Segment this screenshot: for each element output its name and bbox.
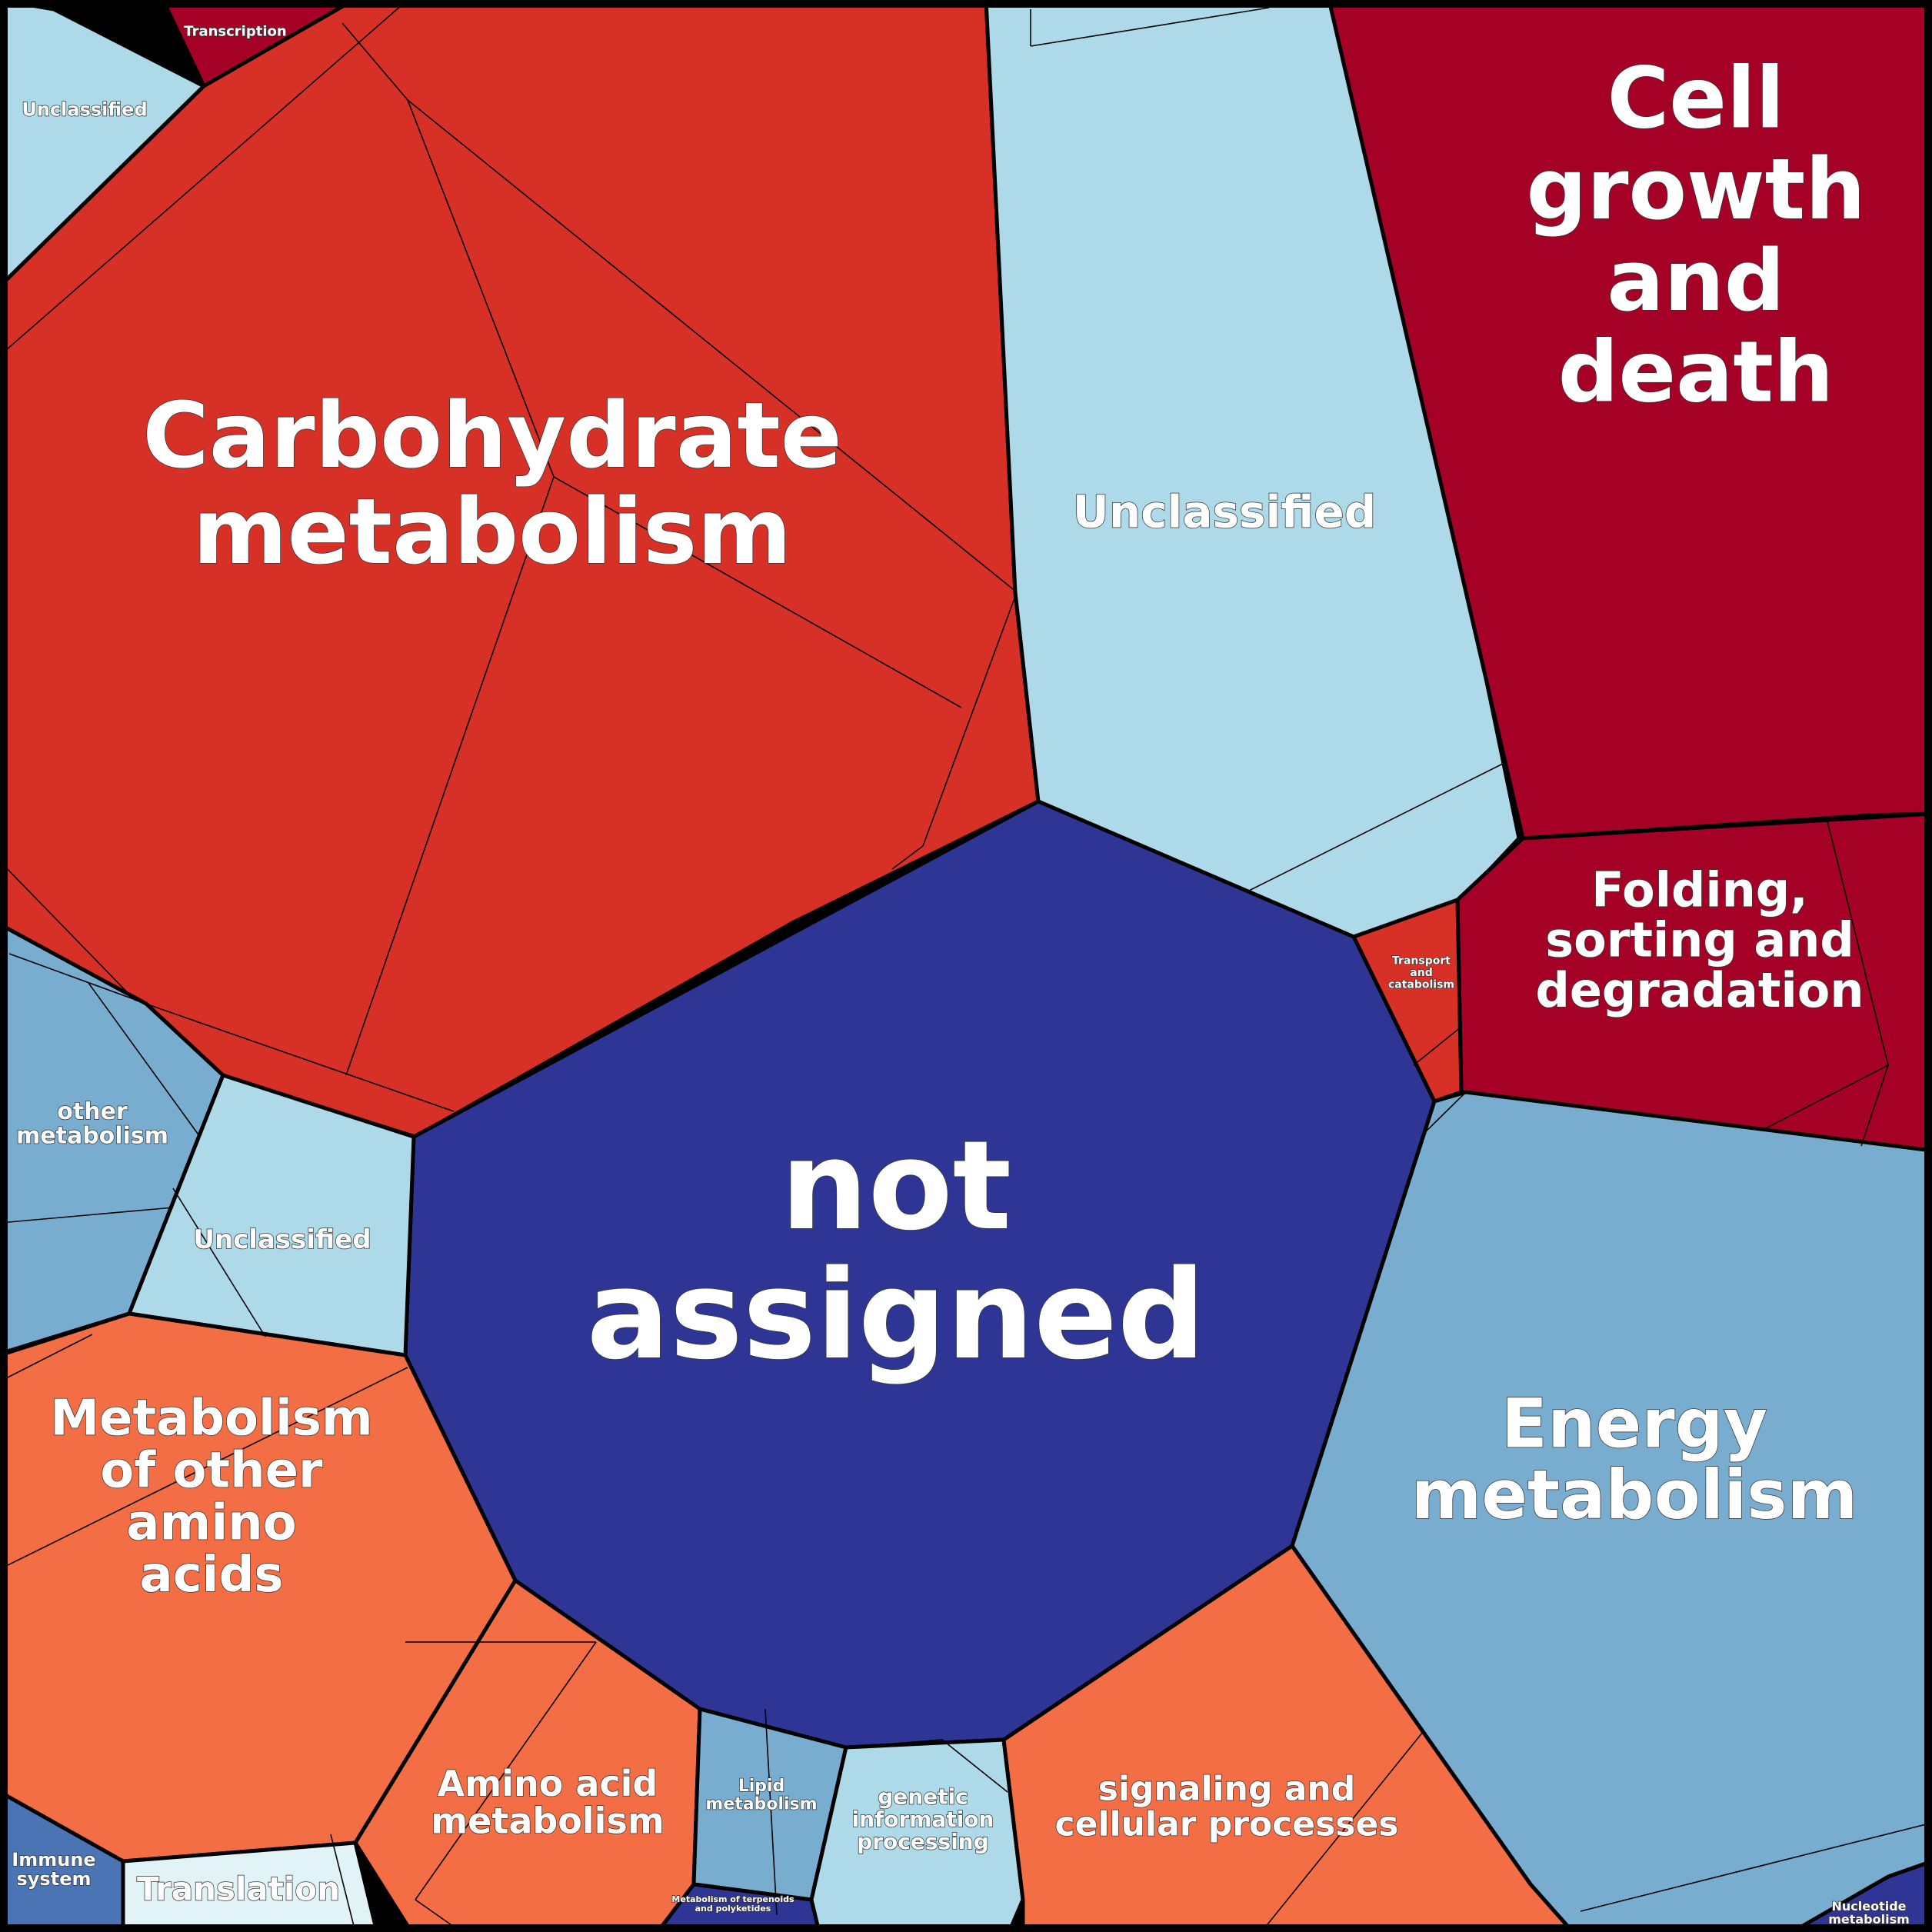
sub-cell-divider: [891, 845, 924, 870]
label-line: metabolism: [431, 1800, 665, 1841]
label-line: Metabolism of terpenoids: [671, 1894, 794, 1904]
label-not-assigned: not assigned: [587, 1114, 1206, 1387]
label-line: acids: [140, 1547, 284, 1604]
label-line: Folding,: [1591, 862, 1807, 918]
sub-cell-divider: [1826, 818, 1889, 1066]
cell-translation[interactable]: [121, 1840, 379, 1932]
label-unclassified-top-left: Unclassified: [22, 98, 147, 120]
label-line: system: [17, 1868, 92, 1890]
label-line: Nucleotide: [1831, 1899, 1906, 1914]
sub-cell-divider: [1261, 1731, 1424, 1932]
sub-cell-divider: [88, 982, 201, 1138]
label-line: Unclassified: [1073, 485, 1377, 538]
sub-cell-divider: [407, 99, 555, 478]
sub-cell-divider: [8, 953, 147, 1004]
sub-cell-divider: [1580, 1822, 1932, 1912]
label-metabolism-of-terpenoids-and-polyketides: Metabolism of terpenoids and polyketides: [671, 1894, 794, 1914]
sub-cell-divider: [1860, 1064, 1889, 1147]
label-line: Immune: [12, 1849, 95, 1870]
label-line: metabolism: [193, 478, 792, 585]
sub-cell-divider: [0, 861, 135, 1001]
sub-cell-divider: [764, 1708, 778, 1916]
label-line: death: [1558, 323, 1834, 421]
label-energy-metabolism: Energy metabolism: [1411, 1384, 1858, 1534]
label-line: growth: [1526, 140, 1865, 238]
label-line: of other: [100, 1442, 323, 1499]
label-nucleotide-metabolism: Nucleotide metabolism: [1828, 1899, 1910, 1927]
label-line: information: [852, 1807, 994, 1832]
label-line: degradation: [1535, 962, 1864, 1018]
sub-cell-divider: [415, 1641, 597, 1900]
label-line: genetic: [878, 1784, 968, 1809]
label-line: Amino acid: [438, 1763, 658, 1804]
sub-cell-divider: [341, 22, 408, 101]
label-transcription: Transcription: [184, 23, 286, 39]
label-line: Cell: [1607, 48, 1785, 147]
label-line: metabolism: [1828, 1912, 1910, 1927]
label-line: Transcription: [184, 23, 286, 39]
label-line: metabolism: [705, 1794, 817, 1814]
label-line: metabolism: [1411, 1455, 1858, 1534]
sub-cell-divider: [0, 1367, 408, 1570]
label-line: Translation: [137, 1870, 340, 1908]
sub-cell-divider: [345, 476, 555, 1076]
label-other-metabolism: other metabolism: [16, 1098, 168, 1150]
label-line: processing: [857, 1829, 989, 1854]
label-line: metabolism: [16, 1122, 168, 1149]
label-line: Energy: [1501, 1384, 1767, 1464]
label-metabolism-of-other-amino-acids: Metabolism of other amino acids: [50, 1391, 372, 1604]
label-line: Metabolism: [50, 1391, 372, 1447]
label-line: assigned: [587, 1243, 1206, 1387]
sub-cell-divider: [1413, 1026, 1462, 1066]
label-cell-growth-and-death: Cell growth and death: [1526, 48, 1865, 421]
sub-cell-divider: [845, 1739, 943, 1748]
label-line: sorting and: [1545, 912, 1854, 968]
label-transport-and-catabolism: Transport and catabolism: [1388, 955, 1454, 991]
label-line: Unclassified: [193, 1224, 371, 1255]
sub-cell-divider: [134, 999, 455, 1112]
sub-cell-divider: [1245, 761, 1508, 893]
sub-cell-divider: [941, 1739, 1008, 1793]
label-unclassified-mid-left: Unclassified: [193, 1224, 371, 1255]
cell-metabolism-of-terpenoids-and-polyketides[interactable]: [655, 1882, 821, 1932]
label-translation: Translation: [137, 1870, 340, 1908]
label-line: cellular processes: [1055, 1805, 1399, 1844]
cell-signaling-and-cellular-processes[interactable]: [1001, 1544, 1575, 1932]
label-line: amino: [126, 1494, 296, 1551]
label-unclassified-top-center: Unclassified: [1073, 485, 1377, 538]
label-line: not: [781, 1114, 1011, 1257]
label-carbohydrate-metabolism: Carbohydrate metabolism: [142, 382, 842, 585]
label-folding-sorting-degradation: Folding, sorting and degradation: [1535, 862, 1864, 1018]
cell-nucleotide-metabolism[interactable]: [1790, 1859, 1932, 1932]
sub-cell-divider: [0, 1334, 93, 1382]
label-amino-acid-metabolism: Amino acid metabolism: [431, 1763, 665, 1841]
sub-cell-divider: [407, 99, 1018, 593]
sub-cell-divider: [1760, 1064, 1889, 1131]
label-line: and polyketides: [695, 1904, 771, 1914]
sub-cell-divider: [172, 1188, 266, 1337]
label-genetic-information-processing: genetic information processing: [852, 1784, 994, 1854]
label-immune-system: Immune system: [12, 1849, 95, 1890]
label-line: Lipid: [738, 1777, 785, 1796]
label-line: and: [1607, 232, 1784, 330]
label-line: other: [57, 1098, 128, 1125]
sub-cell-divider: [0, 1207, 174, 1224]
sub-cell-divider: [553, 476, 962, 708]
sub-cell-divider: [1030, 7, 1270, 47]
sub-cell-divider: [330, 1834, 356, 1932]
sub-cell-divider: [0, 0, 408, 356]
label-line: Transport: [1392, 955, 1451, 968]
label-line: Carbohydrate: [142, 382, 842, 488]
label-line: Unclassified: [22, 98, 147, 120]
label-signaling-and-cellular-processes: signaling and cellular processes: [1055, 1769, 1399, 1844]
sub-cell-divider: [1422, 1091, 1467, 1135]
label-line: signaling and: [1098, 1769, 1356, 1808]
label-line: and: [1410, 967, 1432, 979]
cell-immune-system[interactable]: [0, 1790, 125, 1932]
label-lipid-metabolism: Lipid metabolism: [705, 1777, 817, 1814]
label-line: catabolism: [1388, 978, 1454, 991]
sub-cell-divider: [922, 591, 1018, 847]
